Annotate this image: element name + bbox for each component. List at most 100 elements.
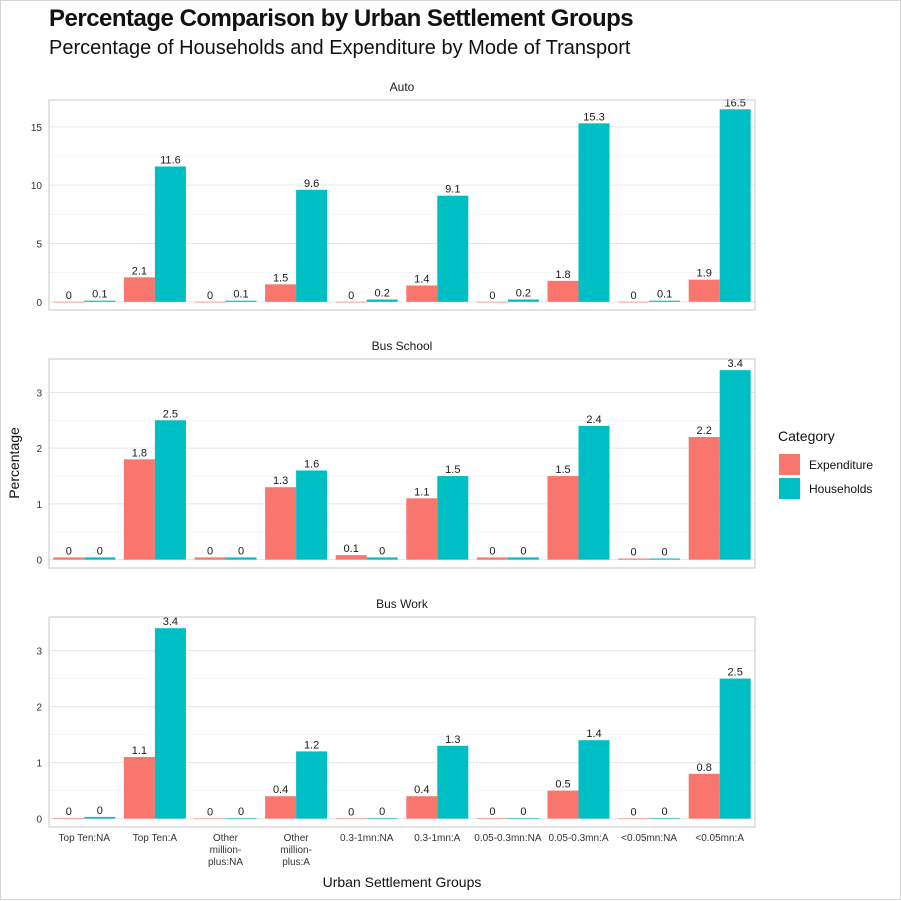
bar-households <box>437 745 469 819</box>
bar-expenditure <box>123 277 155 302</box>
bar-households <box>296 189 328 302</box>
bar-households <box>84 557 116 560</box>
data-label: 0 <box>520 806 526 818</box>
y-tick-label: 1 <box>36 500 42 511</box>
data-label: 11.6 <box>160 155 181 167</box>
data-label: 1.5 <box>445 464 460 476</box>
bar-households <box>507 818 539 819</box>
bar-households <box>84 300 116 302</box>
panel-title-2: Bus Work <box>376 597 429 611</box>
data-label: 1.2 <box>304 739 319 751</box>
bar-households <box>507 557 539 560</box>
x-tick-label: 0.05-0.3mn:A <box>548 833 608 844</box>
bar-expenditure <box>194 818 226 820</box>
data-label: 0 <box>207 807 213 819</box>
bar-households <box>84 816 116 819</box>
data-label: 0 <box>238 806 244 818</box>
data-label: 0 <box>207 545 213 557</box>
bar-expenditure <box>547 280 579 302</box>
data-label: 1.4 <box>414 274 429 286</box>
data-label: 0.2 <box>516 288 531 300</box>
y-tick-label: 10 <box>31 181 43 192</box>
x-tick-label: <0.05mn:A <box>695 833 744 844</box>
bar-expenditure <box>194 301 226 303</box>
bar-households <box>225 818 257 819</box>
data-label: 0 <box>348 807 354 819</box>
bar-expenditure <box>406 796 438 819</box>
y-tick-label: 3 <box>36 388 42 399</box>
bar-expenditure <box>335 555 367 560</box>
data-label: 0.8 <box>697 762 712 774</box>
bar-expenditure <box>53 557 85 560</box>
data-label: 1.9 <box>697 268 712 280</box>
data-label: 0.1 <box>344 543 359 555</box>
bar-expenditure <box>194 557 226 560</box>
y-tick-label: 1 <box>36 759 42 770</box>
data-label: 0 <box>379 545 385 557</box>
data-label: 0 <box>97 805 103 817</box>
data-label: 0 <box>207 290 213 302</box>
data-label: 1.6 <box>304 458 319 470</box>
data-label: 0 <box>489 545 495 557</box>
bar-expenditure <box>123 757 155 819</box>
data-label: 2.2 <box>697 425 712 437</box>
panel-border <box>48 616 756 828</box>
bar-households <box>507 299 539 302</box>
bar-households <box>437 476 469 560</box>
data-label: 1.4 <box>586 728 601 740</box>
data-label: 0 <box>489 290 495 302</box>
x-tick-label: 0.3-1mn:A <box>414 833 460 844</box>
data-label: 9.1 <box>445 184 460 196</box>
data-label: 0.5 <box>555 779 570 791</box>
bar-households <box>578 123 610 302</box>
data-label: 2.5 <box>163 408 178 420</box>
bar-expenditure <box>406 285 438 302</box>
data-label: 1.3 <box>445 734 460 746</box>
bar-expenditure <box>476 818 508 819</box>
legend-swatch-expenditure <box>779 454 800 475</box>
data-label: 0 <box>66 806 72 818</box>
bar-households <box>649 300 681 302</box>
x-tick-label: Other million-plus:A <box>280 833 312 868</box>
legend-title: Category <box>778 428 835 444</box>
data-label: 1.3 <box>273 475 288 487</box>
bar-households <box>719 109 751 302</box>
bar-expenditure <box>53 301 85 303</box>
bar-expenditure <box>618 818 650 820</box>
bar-expenditure <box>688 279 720 302</box>
bar-households <box>437 195 469 302</box>
data-label: 2.1 <box>132 265 147 277</box>
bar-households <box>296 470 328 560</box>
data-label: 1.1 <box>414 486 429 498</box>
panel-border <box>48 99 756 311</box>
bar-households <box>649 818 681 819</box>
y-axis-title: Percentage <box>6 427 22 499</box>
y-tick-label: 3 <box>36 647 42 658</box>
x-tick-label: Top Ten:NA <box>59 833 111 844</box>
data-label: 9.6 <box>304 178 319 190</box>
bar-expenditure <box>476 557 508 560</box>
bar-expenditure <box>335 818 367 820</box>
data-label: 1.5 <box>555 464 570 476</box>
bar-households <box>719 678 751 819</box>
data-label: 0.4 <box>414 784 429 796</box>
data-label: 1.8 <box>555 269 570 281</box>
bar-expenditure <box>406 498 438 560</box>
bar-expenditure <box>688 437 720 560</box>
data-label: 0 <box>520 545 526 557</box>
bar-households <box>649 558 681 560</box>
data-label: 0 <box>66 290 72 302</box>
bar-expenditure <box>265 284 297 302</box>
data-label: 1.1 <box>132 745 147 757</box>
chart-subtitle: Percentage of Households and Expenditure… <box>49 37 631 59</box>
bar-households <box>154 420 186 560</box>
bar-expenditure <box>53 818 85 819</box>
bar-expenditure <box>618 301 650 303</box>
data-label: 1.8 <box>132 447 147 459</box>
bar-households <box>578 425 610 560</box>
data-label: 0.4 <box>273 784 288 796</box>
bar-expenditure <box>265 487 297 560</box>
x-tick-label: 0.05-0.3mn:NA <box>474 833 542 844</box>
